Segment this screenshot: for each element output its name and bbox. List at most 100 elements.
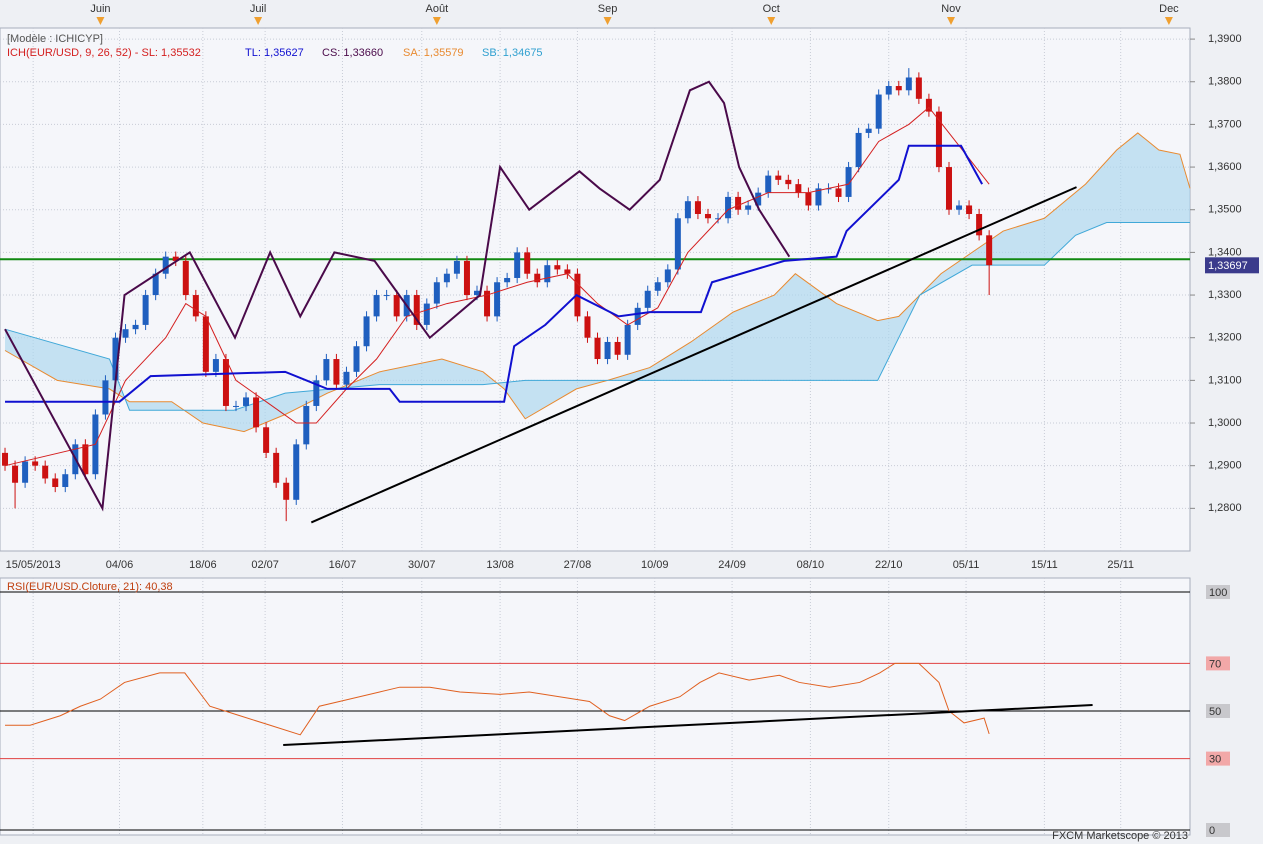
month-marker <box>767 17 776 25</box>
y-tick-box <box>1206 704 1230 718</box>
month-marker <box>96 17 105 25</box>
y-tick-label: 1,3700 <box>1208 118 1242 130</box>
candle-body <box>22 461 29 483</box>
candle-body <box>694 201 701 214</box>
candle-body <box>875 94 882 129</box>
candle-body <box>594 337 601 360</box>
month-label: Juin <box>90 3 110 15</box>
candle-body <box>765 175 772 193</box>
y-tick-label: 1,3800 <box>1208 76 1242 88</box>
candle-body <box>142 295 149 325</box>
candle-body <box>835 188 842 197</box>
candle-body <box>413 295 420 325</box>
candle-body <box>895 86 902 91</box>
y-tick-label: 1,2900 <box>1208 460 1242 472</box>
x-tick-label: 27/08 <box>564 559 592 571</box>
candle-body <box>905 77 912 91</box>
candle-body <box>253 397 260 428</box>
candle-body <box>885 86 892 95</box>
y-tick-label: 100 <box>1209 587 1227 599</box>
y-tick-box <box>1206 751 1230 766</box>
candle-body <box>564 269 571 274</box>
y-tick-label: 1,3200 <box>1208 332 1242 344</box>
indicator-line <box>4 106 990 467</box>
month-label: Nov <box>941 3 961 15</box>
candle-body <box>2 452 9 466</box>
x-tick-label: 04/06 <box>106 559 134 571</box>
candle-body <box>263 427 270 453</box>
candle-body <box>644 290 651 308</box>
candle-body <box>243 397 250 406</box>
candle-body <box>785 179 792 185</box>
candle-body <box>192 295 199 317</box>
candle-body <box>102 380 109 415</box>
candle-body <box>504 277 511 283</box>
month-marker <box>432 17 441 25</box>
candle-body <box>956 205 963 210</box>
candle-body <box>222 359 229 406</box>
y-tick-label: 1,3300 <box>1208 289 1242 301</box>
candle-body <box>82 444 89 475</box>
candle-body <box>373 295 380 317</box>
candle-body <box>474 290 481 296</box>
candle-body <box>775 175 782 180</box>
indicator-label: SB: 1,34675 <box>482 47 543 59</box>
candle-body <box>915 77 922 99</box>
y-tick-label: 30 <box>1209 754 1221 766</box>
model-label: [Modèle : ICHICYP] <box>7 33 103 45</box>
candle-body <box>604 341 611 360</box>
candle-body <box>805 192 812 206</box>
x-tick-label: 10/09 <box>641 559 669 571</box>
candle-body <box>634 307 641 325</box>
candle-body <box>945 167 952 210</box>
candle-body <box>162 256 169 274</box>
x-tick-label: 22/10 <box>875 559 903 571</box>
month-label: Oct <box>763 3 780 15</box>
candle-body <box>986 235 993 266</box>
candle-body <box>745 205 752 210</box>
x-tick-label: 02/07 <box>251 559 279 571</box>
candle-body <box>132 324 139 330</box>
month-marker <box>946 17 955 25</box>
candle-body <box>453 260 460 274</box>
candle-body <box>463 260 470 296</box>
indicator-label: ICH(EUR/USD, 9, 26, 52) - SL: 1,35532 <box>7 47 201 59</box>
senkou-a <box>4 132 1191 433</box>
y-tick-label: 1,3000 <box>1208 417 1242 429</box>
candle-body <box>323 359 330 381</box>
x-tick-label: 18/06 <box>189 559 217 571</box>
candle-body <box>112 337 119 381</box>
candle-body <box>614 341 621 355</box>
last-price-box <box>1205 257 1259 274</box>
candle-body <box>333 359 340 385</box>
indicator-label: SA: 1,35579 <box>403 47 464 59</box>
candle-body <box>735 196 742 210</box>
y-tick-label: 0 <box>1209 825 1215 837</box>
candle-body <box>654 282 661 291</box>
x-tick-label: 13/08 <box>486 559 514 571</box>
candle-body <box>484 290 491 317</box>
indicator-label: TL: 1,35627 <box>245 47 304 59</box>
candle-body <box>855 132 862 168</box>
y-tick-label: 1,3100 <box>1208 374 1242 386</box>
x-tick-label: 08/10 <box>797 559 825 571</box>
candle-body <box>795 184 802 193</box>
candle-body <box>524 252 531 274</box>
y-tick-label: 1,3500 <box>1208 204 1242 216</box>
candle-body <box>815 188 822 206</box>
month-marker <box>1164 17 1173 25</box>
main-panel <box>0 27 1191 552</box>
candle-body <box>303 405 310 445</box>
candle-body <box>554 265 561 270</box>
y-tick-label: 1,3900 <box>1208 33 1242 45</box>
month-label: Dec <box>1159 3 1179 15</box>
x-tick-label: 15/11 <box>1031 559 1058 571</box>
y-tick-label: 70 <box>1209 658 1221 670</box>
y-tick-label: 1,3600 <box>1208 161 1242 173</box>
candle-body <box>684 201 691 219</box>
candle-body <box>845 167 852 197</box>
candle-body <box>383 295 390 297</box>
candle-body <box>202 316 209 372</box>
indicator-line <box>4 80 791 512</box>
